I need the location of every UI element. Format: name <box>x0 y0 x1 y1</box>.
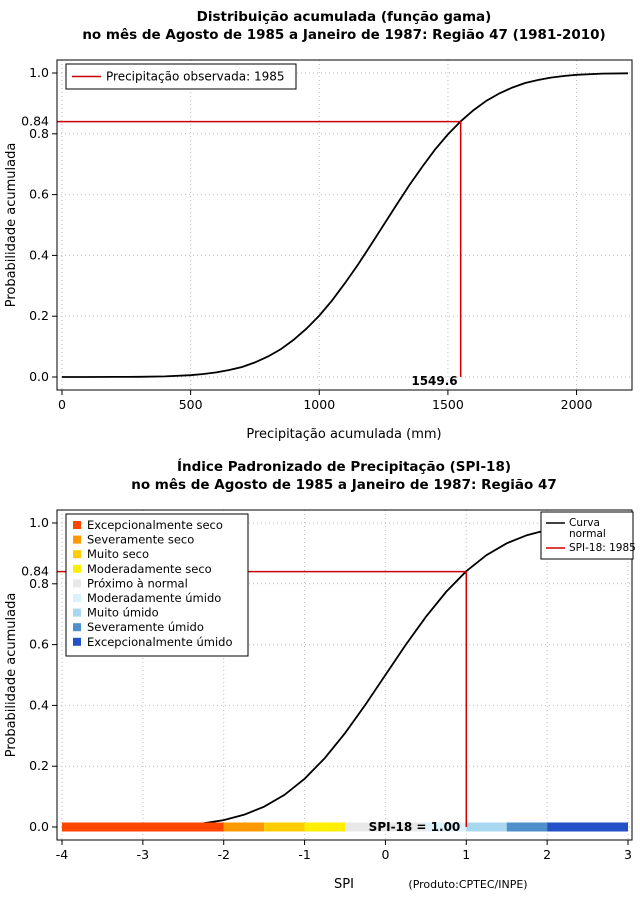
plot-frame <box>56 59 633 391</box>
gamma-cdf-plot-area: 1549.6 0 500 1000 1500 2000 0.0 0.2 0.4 0.6 0.8 1.0… <box>21 59 633 412</box>
category-swatch <box>73 579 81 588</box>
top-y-axis-title: Probabilidade acumulada <box>4 143 19 308</box>
spi-category-bar-segment <box>304 822 345 832</box>
y-tick-label: 0.8 <box>29 576 49 591</box>
product-footnote: (Produto:CPTEC/INPE) <box>408 878 527 891</box>
y-tick-label: 1.0 <box>29 515 49 530</box>
x-tick-label: 500 <box>179 397 203 412</box>
y-tick-label: 0.6 <box>29 637 49 652</box>
spi-category-bar-segment <box>345 822 426 832</box>
x-tick-label: -3 <box>137 847 149 862</box>
x-tick-label: 3 <box>624 847 632 862</box>
spi-category-bar-segment <box>466 822 507 832</box>
category-label: Excepcionalmente seco <box>87 518 223 532</box>
spi-category-bar-segment <box>547 822 628 832</box>
x-tick-label: -4 <box>56 847 69 862</box>
spi-category-bar-segment <box>506 822 548 832</box>
gamma-cdf-chart: Distribuição acumulada (função gama) no … <box>4 9 633 442</box>
x-tick-label: 1500 <box>432 397 464 412</box>
category-swatch <box>73 608 81 617</box>
legend: Precipitação observada: 1985 <box>65 63 297 90</box>
category-label: Próximo à normal <box>87 576 188 590</box>
spi-category-bar <box>62 822 628 832</box>
top-chart-title-line1: Distribuição acumulada (função gama) <box>197 9 492 25</box>
y-tick-label: 0.4 <box>29 697 49 712</box>
plot-frame <box>56 509 633 841</box>
spi-category-bar-segment <box>223 822 265 832</box>
x-tick-label: 1 <box>462 847 470 862</box>
category-swatch <box>73 623 81 632</box>
reference-y-value: 0.84 <box>21 564 49 579</box>
y-tick-label: 0.2 <box>29 308 49 323</box>
category-swatch <box>73 521 81 529</box>
top-chart-title-line2: no mês de Agosto de 1985 a Janeiro de 19… <box>82 27 605 43</box>
grid-lines <box>57 60 632 390</box>
spi-category-bar-segment <box>62 822 224 832</box>
reference-y-value: 0.84 <box>21 114 49 129</box>
legend-label: SPI-18: 1985 <box>569 542 636 554</box>
category-label: Muito úmido <box>87 606 159 620</box>
cdf-curve <box>62 72 629 378</box>
spi-value-label: SPI-18 = 1.00 <box>369 820 461 834</box>
category-swatch <box>73 564 81 573</box>
category-swatch <box>73 637 81 646</box>
legend-label: normal <box>569 528 606 540</box>
y-tick-label: 1.0 <box>29 65 49 80</box>
y-tick-label: 0.8 <box>29 126 49 141</box>
spi-chart: Índice Padronizado de Precipitação (SPI-… <box>4 458 636 892</box>
reference-x-value: 1549.6 <box>411 374 457 388</box>
bottom-x-axis-title: SPI <box>334 877 354 892</box>
category-swatch <box>73 594 81 602</box>
legend-label: Precipitação observada: 1985 <box>106 70 284 84</box>
bottom-chart-title-line1: Índice Padronizado de Precipitação (SPI-… <box>177 458 511 475</box>
category-label: Severamente úmido <box>87 620 204 634</box>
category-label: Severamente seco <box>87 533 194 547</box>
category-label: Moderadamente seco <box>87 562 212 576</box>
observed-reference-lines <box>57 120 462 377</box>
top-x-axis-title: Precipitação acumulada (mm) <box>246 427 441 442</box>
bottom-y-axis-title: Probabilidade acumulada <box>4 593 19 758</box>
category-label: Muito seco <box>87 547 149 561</box>
x-tick-label: 1000 <box>303 397 335 412</box>
x-tick-label: 2000 <box>561 397 593 412</box>
x-tick-label: -2 <box>217 847 229 862</box>
category-swatch <box>73 550 81 559</box>
y-tick-label: 0.6 <box>29 187 49 202</box>
y-tick-label: 0.0 <box>29 369 49 384</box>
spi-category-bar-segment <box>425 822 467 832</box>
x-tick-label: 0 <box>381 847 389 862</box>
category-swatch <box>73 535 81 544</box>
axis-ticks: 0 500 1000 1500 2000 0.0 0.2 0.4 0.6 0.8 1.0 0.84 <box>21 65 592 412</box>
category-label: Excepcionalmente úmido <box>87 635 232 649</box>
x-tick-label: -1 <box>298 847 310 862</box>
bottom-chart-title-line2: no mês de Agosto de 1985 a Janeiro de 19… <box>131 477 557 493</box>
x-tick-label: 0 <box>58 397 66 412</box>
spi-plot-area: SPI-18 = 1.00 -4 -3 -2 -1 0 1 2 3 0.0 0.2 0.4 0.6 0.8… <box>21 509 636 862</box>
y-tick-label: 0.4 <box>29 247 49 262</box>
y-tick-label: 0.2 <box>29 758 49 773</box>
spi-category-bar-segment <box>264 822 305 832</box>
y-tick-label: 0.0 <box>29 819 49 834</box>
axis-ticks: -4 -3 -2 -1 0 1 2 3 0.0 0.2 0.4 0.6 0.8 1.0 0.84 <box>21 515 632 862</box>
legend-label: Curva <box>569 517 600 529</box>
category-label: Moderadamente úmido <box>87 591 221 605</box>
x-tick-label: 2 <box>543 847 551 862</box>
